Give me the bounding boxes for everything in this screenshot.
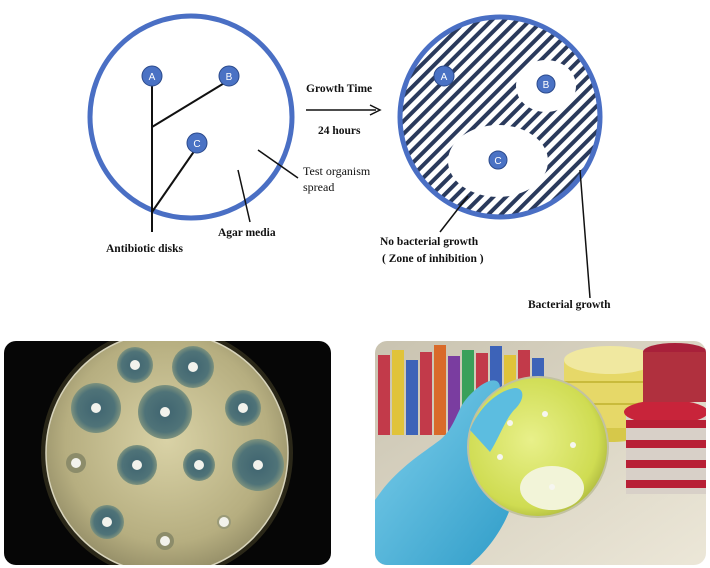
disk-c-grown-label: C xyxy=(494,156,501,167)
no-growth-label-line2: ( Zone of inhibition ) xyxy=(382,253,484,265)
disk-a-grown: A xyxy=(433,65,455,87)
test-organism-label-line1: Test organism xyxy=(303,164,371,178)
disk-b-label: B xyxy=(226,72,233,83)
zone-12 xyxy=(156,532,174,550)
zone-3 xyxy=(71,383,121,433)
disk-a: A xyxy=(141,65,163,87)
no-growth-label-line1: No bacterial growth xyxy=(380,236,479,248)
zone-8 xyxy=(183,449,215,481)
disk-c-pointer xyxy=(151,149,196,213)
test-organism-pointer xyxy=(257,149,299,179)
zone-11 xyxy=(217,515,231,529)
left-plate: A B C xyxy=(87,13,299,232)
bacterial-growth-label: Bacterial growth xyxy=(528,299,611,311)
right-plate-rim xyxy=(397,14,603,220)
growth-arrow xyxy=(306,104,382,116)
disk-c-grown: C xyxy=(488,150,508,170)
disk-b-grown-label: B xyxy=(543,80,550,91)
disk-b: B xyxy=(218,65,240,87)
glove-thumb xyxy=(470,388,523,452)
hours-label: 24 hours xyxy=(318,125,361,137)
zone-4 xyxy=(138,385,192,439)
petri-dish-hand-photo xyxy=(375,341,706,565)
zone-7 xyxy=(117,445,157,485)
disk-c: C xyxy=(186,132,208,154)
antibiotic-plate-photo xyxy=(4,341,331,565)
zone-6 xyxy=(66,453,86,473)
disk-b-pointer xyxy=(151,81,227,128)
stacked-red-dishes xyxy=(624,343,706,494)
bacterial-growth-pointer xyxy=(579,169,591,299)
disk-c-label: C xyxy=(193,139,200,150)
zone-9 xyxy=(232,439,284,491)
antibiotic-disks-label: Antibiotic disks xyxy=(106,243,184,255)
disk-a-label: A xyxy=(149,72,156,83)
growth-time-label: Growth Time xyxy=(306,83,372,95)
zone-1 xyxy=(117,347,153,383)
test-organism-label-line2: spread xyxy=(303,180,334,194)
zone-2 xyxy=(172,346,214,388)
disk-b-grown: B xyxy=(536,74,556,94)
agar-media-pointer xyxy=(237,169,251,223)
left-plate-rim xyxy=(87,13,295,221)
zone-5 xyxy=(225,390,261,426)
zone-pointer xyxy=(439,195,469,233)
agar-media-label: Agar media xyxy=(218,227,276,239)
zone-10 xyxy=(90,505,124,539)
right-plate: A B C xyxy=(397,14,603,299)
disk-a-grown-label: A xyxy=(441,72,448,83)
